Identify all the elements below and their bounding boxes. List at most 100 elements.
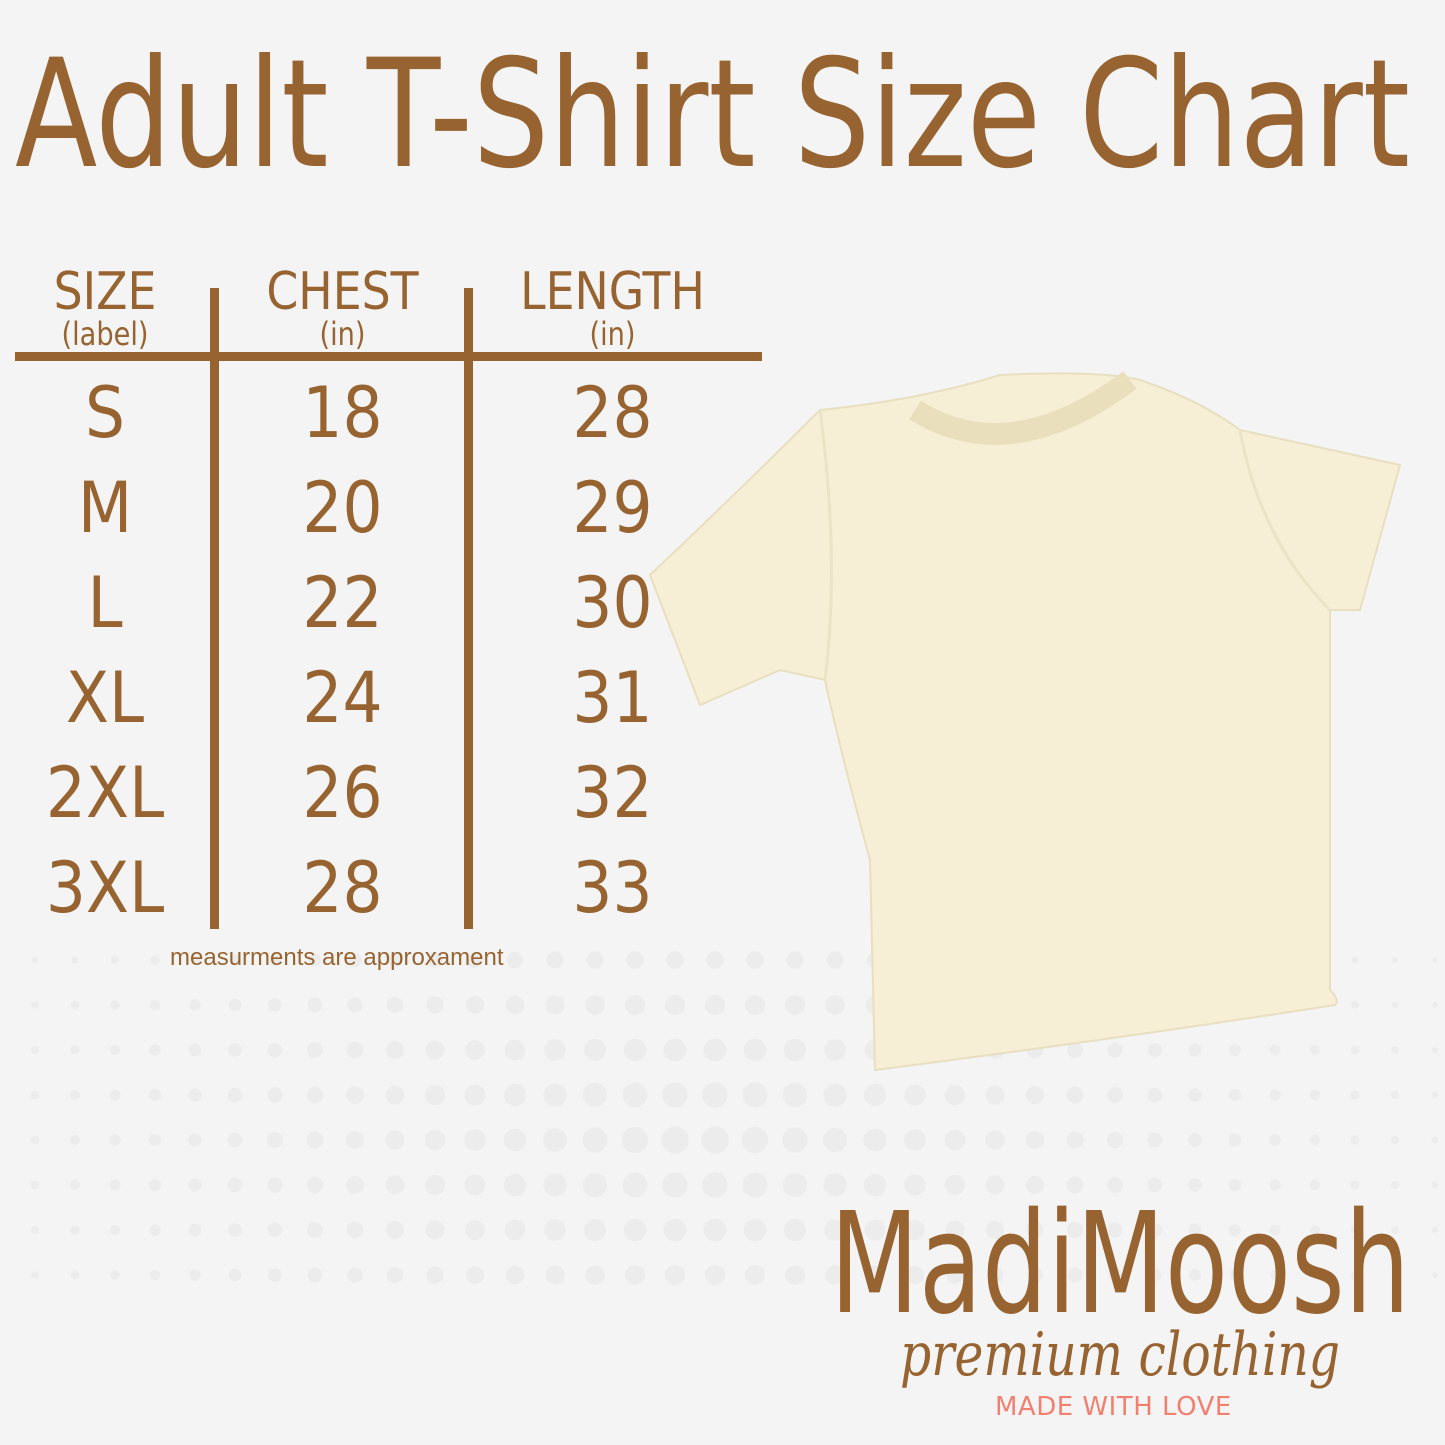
halftone-dot (863, 1083, 887, 1107)
halftone-dot (545, 1265, 565, 1285)
halftone-dot (465, 1040, 485, 1060)
halftone-dot (267, 1177, 283, 1193)
halftone-dot (621, 1126, 649, 1154)
halftone-dot (505, 995, 525, 1015)
halftone-dot (1351, 1271, 1359, 1279)
halftone-dot (1432, 957, 1438, 963)
halftone-dot (31, 1271, 39, 1279)
halftone-dot (1391, 1271, 1399, 1279)
halftone-dot (387, 952, 403, 968)
halftone-dot (1025, 1085, 1045, 1105)
header-length-unit: (in) (589, 315, 636, 353)
halftone-dot (1391, 1091, 1399, 1099)
halftone-dot (109, 1044, 121, 1056)
header-size: SIZE (53, 262, 157, 322)
halftone-dot (1310, 1225, 1320, 1235)
halftone-dot (346, 1041, 364, 1059)
halftone-dot (267, 1132, 283, 1148)
svg-text:Adult T-Shirt Size Chart: Adult T-Shirt Size Chart (15, 30, 1410, 190)
halftone-dot (1066, 1221, 1084, 1239)
halftone-dot (1432, 1002, 1438, 1008)
halftone-dot (109, 1089, 121, 1101)
halftone-dot (149, 1224, 161, 1236)
halftone-dot (744, 994, 766, 1016)
halftone-dot (149, 1269, 161, 1281)
halftone-dot (823, 1083, 847, 1107)
halftone-dot (346, 1221, 364, 1239)
halftone-dot (742, 1082, 768, 1108)
halftone-dot (189, 999, 201, 1011)
halftone-dot (1188, 1178, 1202, 1192)
halftone-dot (267, 1042, 283, 1058)
halftone-dot (582, 1082, 608, 1108)
halftone-dot (1390, 1135, 1400, 1145)
halftone-dot (626, 951, 644, 969)
halftone-dot (69, 1134, 81, 1146)
halftone-dot (71, 956, 79, 964)
halftone-dot (704, 994, 726, 1016)
halftone-dot (386, 996, 404, 1014)
halftone-dot (189, 1269, 201, 1281)
halftone-dot (1431, 1226, 1439, 1234)
halftone-dot (823, 1173, 847, 1197)
page-title: Adult T-Shirt Size Chart (15, 30, 1410, 190)
halftone-dot (702, 1172, 728, 1198)
halftone-dot (386, 1221, 404, 1239)
halftone-dot (308, 953, 322, 967)
halftone-dot (904, 1129, 926, 1151)
halftone-dot (228, 1223, 242, 1237)
halftone-dot (1350, 1225, 1360, 1235)
halftone-dot (1147, 1042, 1163, 1058)
halftone-dot (544, 1219, 566, 1241)
halftone-dot (30, 1225, 40, 1235)
halftone-dot (109, 1179, 121, 1191)
halftone-dot (424, 1174, 446, 1196)
halftone-dot (662, 1082, 688, 1108)
halftone-dot (863, 1128, 887, 1152)
halftone-dot (506, 951, 524, 969)
halftone-dot (1107, 1087, 1123, 1103)
length-cell: 30 (572, 562, 653, 644)
size-cell: L (87, 562, 123, 644)
halftone-dot (227, 1132, 243, 1148)
halftone-dot (385, 1175, 405, 1195)
halftone-dot (188, 1178, 202, 1192)
halftone-dot (149, 1044, 161, 1056)
column-divider (210, 288, 219, 929)
halftone-dot (944, 1084, 966, 1106)
size-cell: S (85, 372, 125, 454)
chest-cell: 24 (302, 657, 383, 739)
halftone-dot (306, 1131, 324, 1149)
brand-tagline: premium clothing (900, 1320, 1340, 1390)
halftone-dot (70, 1270, 80, 1280)
halftone-dot (346, 1176, 364, 1194)
halftone-dot (504, 1219, 526, 1241)
length-cell: 33 (572, 847, 653, 929)
halftone-dot (424, 1084, 446, 1106)
halftone-dot (30, 1135, 40, 1145)
halftone-dot (1106, 1131, 1124, 1149)
halftone-dot (1309, 1179, 1321, 1191)
halftone-dot (544, 1039, 566, 1061)
halftone-dot (465, 1220, 485, 1240)
halftone-dot (348, 953, 362, 967)
halftone-dot (30, 1180, 40, 1190)
halftone-dot (267, 1222, 283, 1238)
halftone-dot (664, 1264, 686, 1286)
halftone-dot (1391, 1181, 1399, 1189)
length-cell: 29 (572, 467, 653, 549)
halftone-dot (386, 1041, 404, 1059)
halftone-dot (1431, 1046, 1439, 1054)
chest-cell: 22 (302, 562, 383, 644)
halftone-dot (70, 1225, 80, 1235)
halftone-dot (624, 1264, 646, 1286)
halftone-dot (385, 1130, 405, 1150)
halftone-dot (307, 997, 323, 1013)
halftone-dot (863, 1173, 887, 1197)
halftone-dot (1309, 1134, 1321, 1146)
halftone-dot (783, 1218, 807, 1242)
halftone-dot (227, 1087, 243, 1103)
halftone-dot (228, 998, 242, 1012)
halftone-dot (425, 1040, 445, 1060)
column-divider (464, 288, 473, 929)
